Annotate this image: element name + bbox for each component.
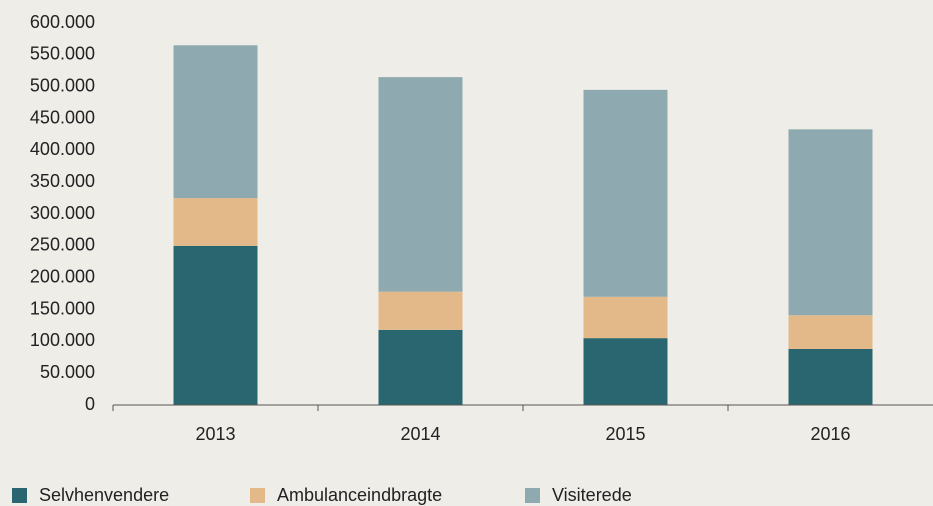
y-tick-label: 400.000 [30, 139, 95, 159]
legend-swatch [250, 488, 265, 503]
y-tick-label: 250.000 [30, 235, 95, 255]
bar-segment [378, 329, 463, 405]
y-tick-label: 450.000 [30, 107, 95, 127]
y-tick-label: 500.000 [30, 75, 95, 95]
legend-label: Selvhenvendere [39, 485, 169, 505]
bar-segment [173, 245, 258, 405]
y-tick-label: 300.000 [30, 203, 95, 223]
y-tick-label: 50.000 [40, 362, 95, 382]
x-tick-label: 2014 [400, 424, 440, 444]
bar-segment [788, 315, 873, 349]
legend-label: Visiterede [552, 485, 632, 505]
x-tick-label: 2013 [195, 424, 235, 444]
bar-segment [378, 77, 463, 292]
y-tick-label: 600.000 [30, 12, 95, 32]
x-tick-label: 2015 [605, 424, 645, 444]
y-tick-label: 550.000 [30, 44, 95, 64]
bar-segment [583, 89, 668, 297]
bar-segment [173, 45, 258, 199]
bar-segment [788, 348, 873, 405]
y-tick-label: 100.000 [30, 330, 95, 350]
bar-segment [173, 198, 258, 246]
legend-swatch [12, 488, 27, 503]
legend-swatch [525, 488, 540, 503]
y-tick-label: 350.000 [30, 171, 95, 191]
y-tick-label: 0 [85, 394, 95, 414]
y-tick-label: 150.000 [30, 298, 95, 318]
bar-segment [583, 296, 668, 339]
legend-label: Ambulanceindbragte [277, 485, 442, 505]
bar-segment [583, 338, 668, 405]
bar-segment [378, 291, 463, 330]
y-tick-label: 200.000 [30, 266, 95, 286]
x-tick-label: 2016 [810, 424, 850, 444]
bar-segment [788, 129, 873, 316]
